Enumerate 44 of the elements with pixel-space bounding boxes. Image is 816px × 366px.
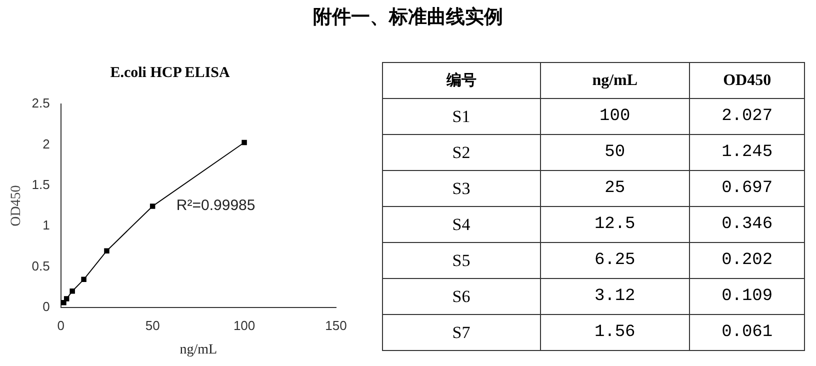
data-label: 6.25 [540,242,690,278]
point [81,276,86,282]
y-tick-label: S1 [382,98,540,134]
chart-title: E.coli HCP ELISA [110,64,230,81]
data-label: 50 [540,134,690,170]
data-label: 3.12 [540,278,690,314]
y-tick-label: S3 [382,170,540,206]
x-axis-title: ng/mL [180,342,218,358]
y-tick-label: S6 [382,278,540,314]
y-tick-label: S4 [382,206,540,242]
y-tick-label: S5 [382,242,540,278]
y-tick-label: 1.5 [32,177,50,192]
y-axis-title: OD450 [9,185,24,226]
data-label: 100 [540,98,690,134]
y-tick-label: 2 [42,136,50,152]
data-label: 0.346 [690,206,804,242]
data-label: 1.245 [690,134,804,170]
point [64,296,70,302]
point [61,300,66,306]
y-tick-label: S7 [382,314,540,350]
point [70,288,75,294]
point [150,204,156,209]
annotation: R²=0.99985 [176,196,256,214]
point [104,248,110,254]
data-label: 1.56 [540,314,690,350]
data-label: 0.202 [690,242,804,278]
data-label: 25 [540,170,690,206]
chart-title: 附件一、标准曲线实例 [312,5,504,30]
x-tick-label: 0 [57,318,64,333]
x-tick-label: 150 [325,318,347,333]
y-tick-label: 2.5 [32,96,50,111]
x-tick-label: 50 [145,318,160,333]
data-label: 0.109 [690,278,804,314]
data-label: 2.027 [690,98,804,134]
point [242,140,247,146]
x-tick-label: 100 [233,318,256,333]
data-label: 0.697 [690,170,804,206]
y-tick-label: 0.5 [32,258,50,274]
y-tick-label: 1 [42,218,50,233]
data-label: 12.5 [540,206,690,242]
legend-title: 编号 [382,62,540,98]
data-label: 0.061 [690,314,804,350]
y-tick-label: 0 [42,299,50,314]
y-tick-label: S2 [382,134,540,170]
